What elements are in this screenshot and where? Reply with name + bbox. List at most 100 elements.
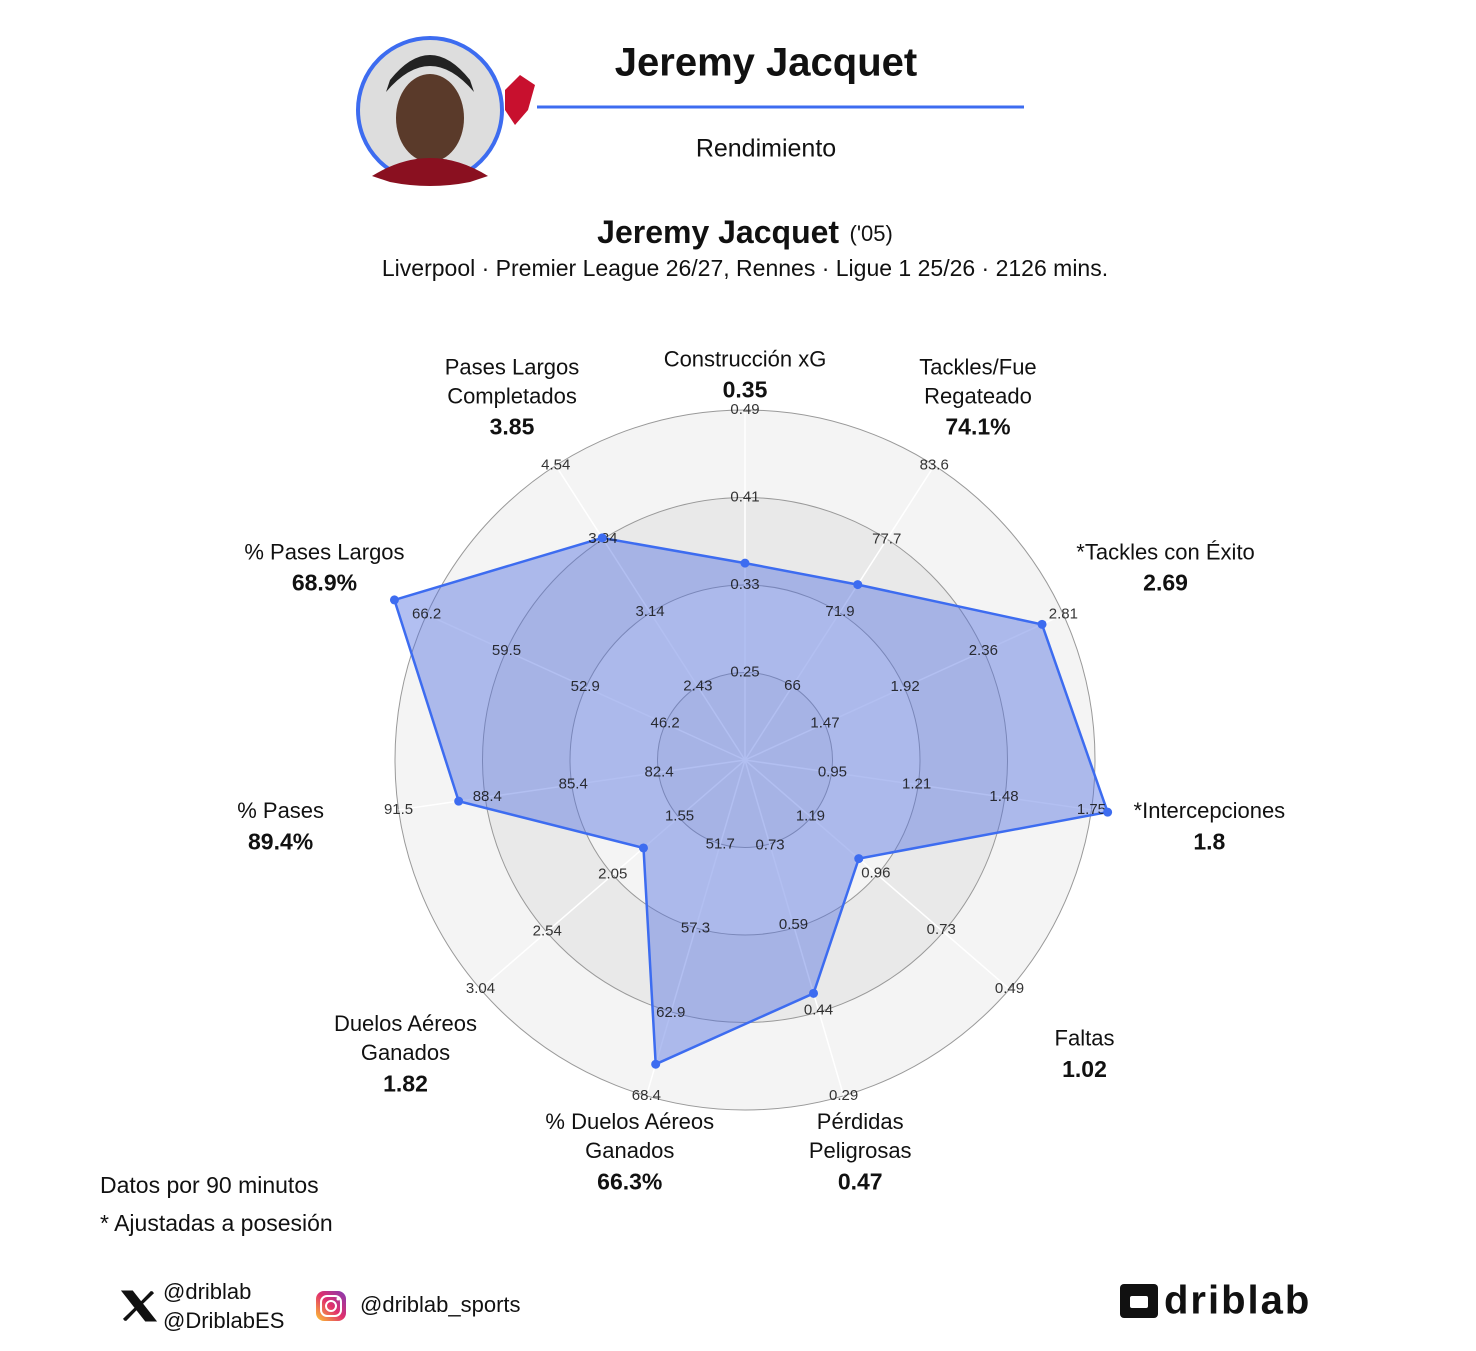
value-label: 2.69: [1143, 570, 1188, 596]
radar-area: [392, 536, 1110, 1067]
axis-label: Pérdidas: [817, 1109, 904, 1134]
value-label: 1.8: [1193, 828, 1225, 854]
tick-label: 66.2: [412, 606, 441, 623]
tick-label: 62.9: [656, 1004, 685, 1021]
spoke: [744, 759, 1011, 990]
tick-label: 52.9: [571, 678, 600, 695]
spoke: [479, 759, 746, 990]
axis-label: Completados: [447, 383, 577, 408]
axis-label: % Duelos Aéreos: [545, 1109, 714, 1134]
chart-subtitle: Liverpool · Premier League 26/27, Rennes…: [382, 255, 1108, 281]
tick-label: 71.9: [825, 603, 854, 620]
tick-label: 68.4: [632, 1087, 661, 1104]
tick-label: 91.5: [384, 801, 413, 818]
tick-label: 0.49: [730, 401, 759, 418]
axis-label: Ganados: [585, 1138, 674, 1163]
tick-label: 3.04: [466, 980, 495, 997]
data-point: [597, 533, 607, 543]
axis-label: Construcción xG: [664, 346, 827, 371]
value-label: 3.85: [490, 414, 535, 440]
tick-label: 1.75: [1077, 801, 1106, 818]
axis-label: *Tackles con Éxito: [1076, 539, 1255, 564]
tick-label: 0.41: [730, 488, 759, 505]
data-point: [740, 558, 750, 568]
axis-label: Tackles/Fue: [919, 354, 1036, 379]
tick-label: 57.3: [681, 920, 710, 937]
data-point: [389, 595, 399, 605]
chart-title-note: ('05): [850, 221, 893, 246]
data-point: [809, 988, 819, 998]
tick-label: 46.2: [651, 714, 680, 731]
tick-label: 0.73: [755, 836, 784, 853]
tick-label: 2.36: [969, 642, 998, 659]
value-label: 68.9%: [292, 570, 357, 596]
player-name: Jeremy Jacquet: [615, 41, 917, 85]
data-point: [454, 796, 464, 806]
axis-label: Peligrosas: [809, 1138, 912, 1163]
axis-label: Faltas: [1055, 1026, 1115, 1051]
value-label: 74.1%: [945, 414, 1010, 440]
tick-label: 0.95: [818, 764, 847, 781]
note: * Ajustadas a posesión: [100, 1210, 333, 1236]
tick-label: 4.54: [541, 457, 570, 474]
spoke: [555, 465, 746, 761]
spoke: [744, 759, 845, 1097]
tick-label: 88.4: [473, 788, 502, 805]
tick-label: 1.48: [989, 788, 1018, 805]
tick-label: 85.4: [559, 776, 588, 793]
x-handle: @driblab: [163, 1279, 251, 1304]
tick-label: 3.14: [635, 603, 664, 620]
tick-label: 1.92: [890, 678, 919, 695]
tick-label: 2.81: [1049, 606, 1078, 623]
spoke: [744, 613, 1064, 761]
value-label: 1.02: [1062, 1056, 1107, 1082]
axis-label: *Intercepciones: [1134, 798, 1286, 823]
x-icon: [120, 1290, 158, 1322]
spoke: [744, 759, 1092, 811]
logo-icon: [1120, 1284, 1158, 1318]
spoke: [744, 465, 935, 761]
tick-label: 1.19: [796, 808, 825, 825]
note: Datos por 90 minutos: [100, 1172, 319, 1198]
radar: 0.25 0.33 0.41 0.49 66 71.9 77.7 83.6 1.47 1.92 2.…: [384, 401, 1113, 1111]
data-point: [854, 854, 864, 864]
spoke: [645, 759, 746, 1097]
chart-title: Jeremy Jacquet ('05): [597, 214, 893, 250]
data-point: [651, 1059, 661, 1069]
axis-label: % Pases: [237, 798, 324, 823]
tick-label: 0.96: [861, 864, 890, 881]
spoke: [426, 613, 746, 761]
tick-label: 0.49: [995, 980, 1024, 997]
value-label: 0.35: [723, 377, 768, 403]
tick-label: 0.33: [730, 576, 759, 593]
tick-label: 51.7: [706, 835, 735, 852]
data-point: [1037, 619, 1047, 629]
tick-label: 2.54: [533, 922, 562, 939]
tick-label: 77.7: [872, 530, 901, 547]
tick-label: 0.25: [730, 663, 759, 680]
tick-label: 59.5: [492, 642, 521, 659]
axis-label: Duelos Aéreos: [334, 1011, 477, 1036]
value-label: 89.4%: [248, 828, 313, 854]
instagram-handle: @driblab_sports: [360, 1292, 521, 1317]
tick-label: 1.55: [665, 808, 694, 825]
data-point: [638, 843, 648, 853]
value-label: 1.82: [383, 1070, 428, 1096]
player-photo: [356, 36, 535, 186]
tick-label: 83.6: [920, 457, 949, 474]
axis-label: % Pases Largos: [244, 539, 404, 564]
value-label: 0.47: [838, 1168, 883, 1194]
value-label: 66.3%: [597, 1168, 662, 1194]
instagram-icon: [316, 1291, 346, 1321]
tick-label: 1.47: [810, 714, 839, 731]
x-handle: @DriblabES: [163, 1308, 284, 1333]
tick-label: 66: [784, 677, 801, 694]
axis-label: Pases Largos: [445, 354, 580, 379]
tick-label: 0.59: [779, 916, 808, 933]
chart-title-name: Jeremy Jacquet: [597, 214, 839, 250]
axis-label: Ganados: [361, 1040, 450, 1065]
tick-label: 1.21: [902, 776, 931, 793]
tick-label: 0.73: [927, 921, 956, 938]
tick-label: 2.43: [683, 678, 712, 695]
